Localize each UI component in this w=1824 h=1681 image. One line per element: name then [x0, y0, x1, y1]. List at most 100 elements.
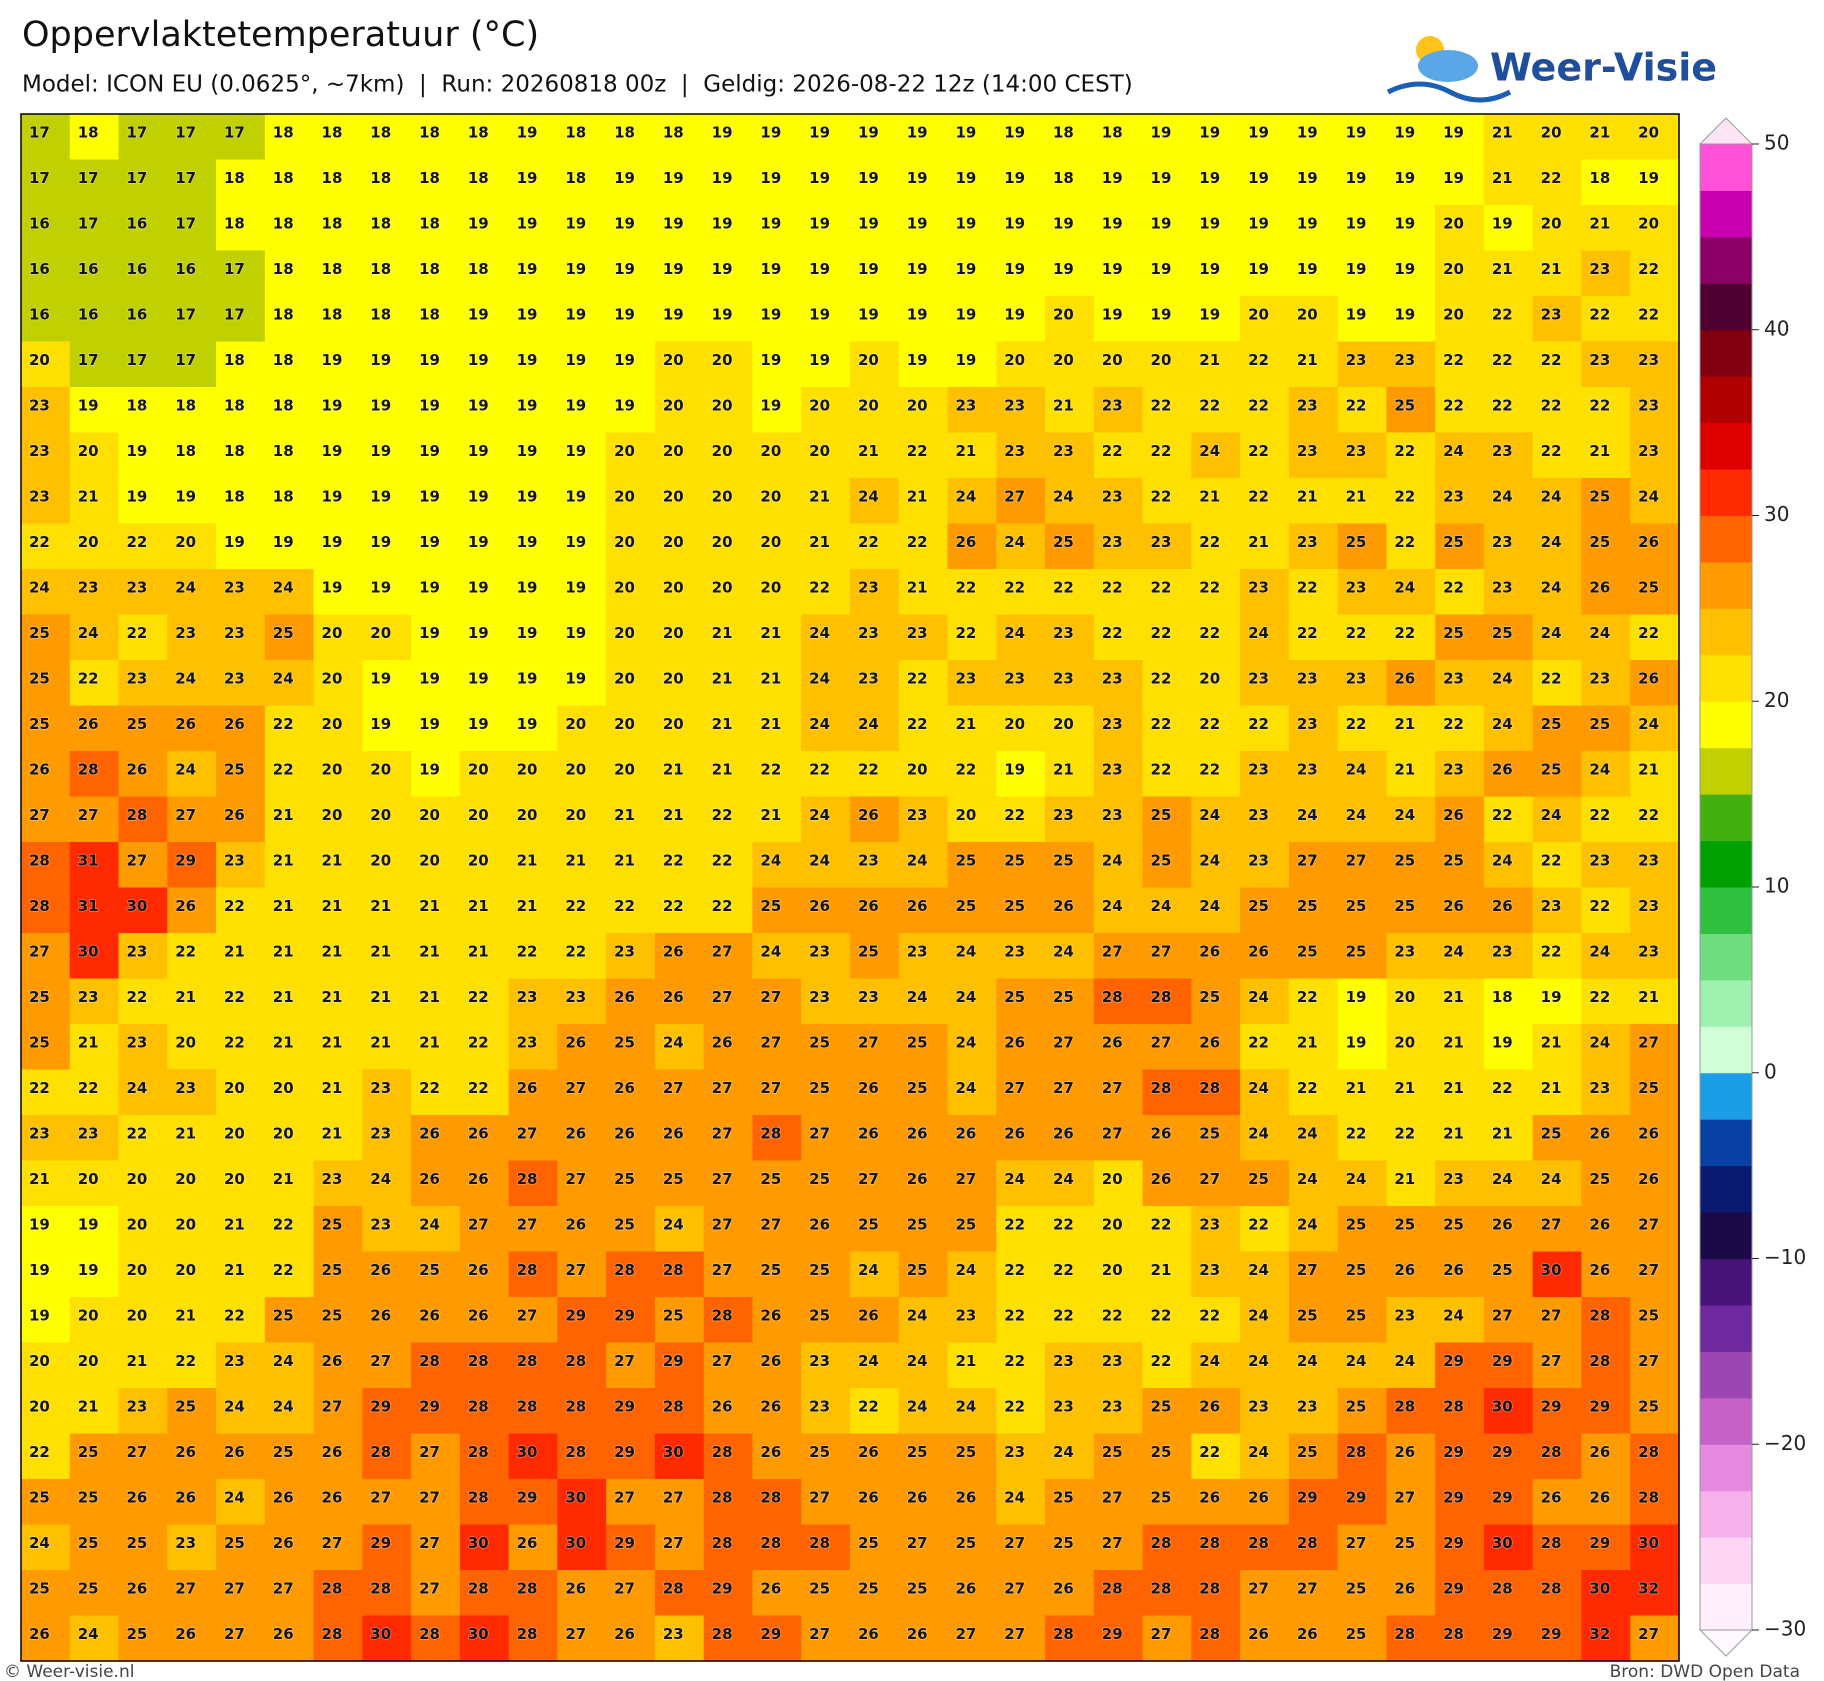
temperature-label: 26: [224, 806, 245, 824]
temperature-label: 24: [1248, 1306, 1269, 1324]
temperature-label: 22: [126, 988, 147, 1006]
temperature-cell: [1630, 1024, 1680, 1071]
temperature-cell: [1337, 1115, 1388, 1162]
temperature-cell: [313, 1524, 363, 1571]
colorbar-band: [1700, 608, 1752, 656]
temperature-cell: [801, 796, 851, 843]
temperature-label: 27: [1004, 1579, 1025, 1597]
temperature-cell: [1191, 1160, 1241, 1207]
temperature-cell: [1630, 1297, 1680, 1344]
temperature-cell: [557, 296, 607, 343]
temperature-label: 22: [1053, 578, 1074, 596]
temperature-label: 19: [760, 305, 781, 323]
temperature-label: 22: [468, 1033, 489, 1051]
temperature-label: 25: [1346, 1215, 1367, 1233]
temperature-label: 17: [224, 260, 245, 278]
temperature-cell: [1240, 1433, 1290, 1480]
temperature-label: 20: [78, 533, 99, 551]
temperature-cell: [703, 796, 754, 843]
temperature-label: 19: [419, 487, 440, 505]
temperature-label: 20: [175, 1033, 196, 1051]
temperature-cell: [1240, 1251, 1290, 1298]
temperature-label: 25: [1541, 1124, 1562, 1142]
temperature-label: 21: [614, 806, 635, 824]
temperature-cell: [1483, 1433, 1534, 1480]
logo-text: Weer-Visie: [1490, 46, 1717, 90]
temperature-cell: [459, 933, 510, 980]
temperature-cell: [1483, 159, 1534, 206]
temperature-cell: [1581, 387, 1631, 434]
temperature-cell: [362, 978, 412, 1025]
temperature-label: 30: [1492, 1397, 1513, 1415]
temperature-cell: [850, 751, 900, 798]
temperature-cell: [1386, 296, 1436, 343]
temperature-cell: [1045, 569, 1095, 616]
temperature-cell: [118, 1206, 168, 1253]
temperature-cell: [459, 523, 510, 570]
temperature-label: 22: [273, 715, 294, 733]
temperature-label: 22: [1492, 1079, 1513, 1097]
temperature-cell: [216, 114, 266, 161]
temperature-label: 25: [29, 715, 50, 733]
colorbar-extend-bottom: [1698, 1629, 1754, 1657]
temperature-cell: [1045, 1524, 1095, 1571]
temperature-label: 19: [517, 260, 538, 278]
temperature-label: 21: [1443, 988, 1464, 1006]
temperature-label: 20: [712, 351, 733, 369]
temperature-cell: [1191, 1206, 1241, 1253]
temperature-cell: [996, 614, 1046, 661]
temperature-label: 23: [78, 1124, 99, 1142]
temperature-cell: [362, 1615, 412, 1662]
temperature-label: 26: [126, 1579, 147, 1597]
temperature-label: 25: [126, 715, 147, 733]
temperature-cell: [1045, 842, 1095, 889]
temperature-cell: [1581, 1388, 1631, 1435]
temperature-cell: [21, 569, 71, 616]
temperature-cell: [362, 1206, 412, 1253]
temperature-cell: [850, 387, 900, 434]
temperature-label: 24: [1394, 806, 1415, 824]
temperature-cell: [1483, 1570, 1534, 1617]
temperature-cell: [996, 796, 1046, 843]
temperature-label: 27: [1638, 1352, 1659, 1370]
temperature-cell: [313, 705, 363, 752]
temperature-label: 23: [955, 1306, 976, 1324]
temperature-label: 19: [468, 624, 489, 642]
temperature-cell: [898, 523, 949, 570]
temperature-cell: [1093, 933, 1144, 980]
temperature-label: 20: [78, 442, 99, 460]
temperature-cell: [1093, 1615, 1144, 1662]
temperature-cell: [69, 751, 120, 798]
temperature-label: 19: [565, 305, 586, 323]
temperature-cell: [508, 751, 559, 798]
temperature-label: 23: [1102, 1352, 1123, 1370]
temperature-cell: [557, 614, 607, 661]
temperature-label: 28: [1199, 1579, 1220, 1597]
temperature-cell: [1435, 1160, 1485, 1207]
temperature-label: 18: [224, 487, 245, 505]
temperature-label: 19: [858, 169, 879, 187]
temperature-cell: [1532, 159, 1583, 206]
temperature-cell: [216, 1206, 266, 1253]
temperature-label: 22: [1443, 351, 1464, 369]
temperature-label: 23: [224, 1352, 245, 1370]
temperature-cell: [557, 1251, 607, 1298]
temperature-label: 24: [1492, 1170, 1513, 1188]
temperature-label: 26: [1394, 1579, 1415, 1597]
temperature-cell: [362, 796, 412, 843]
temperature-label: 20: [322, 715, 343, 733]
temperature-label: 26: [1492, 897, 1513, 915]
temperature-cell: [557, 1479, 607, 1526]
temperature-label: 29: [370, 1397, 391, 1415]
temperature-cell: [216, 1524, 266, 1571]
temperature-label: 17: [224, 305, 245, 323]
temperature-cell: [459, 205, 510, 252]
temperature-cell: [167, 478, 217, 525]
temperature-label: 22: [1589, 305, 1610, 323]
temperature-label: 19: [614, 396, 635, 414]
temperature-label: 26: [663, 988, 684, 1006]
temperature-label: 28: [565, 1443, 586, 1461]
temperature-cell: [947, 1069, 997, 1116]
temperature-label: 23: [614, 942, 635, 960]
temperature-label: 23: [1102, 760, 1123, 778]
